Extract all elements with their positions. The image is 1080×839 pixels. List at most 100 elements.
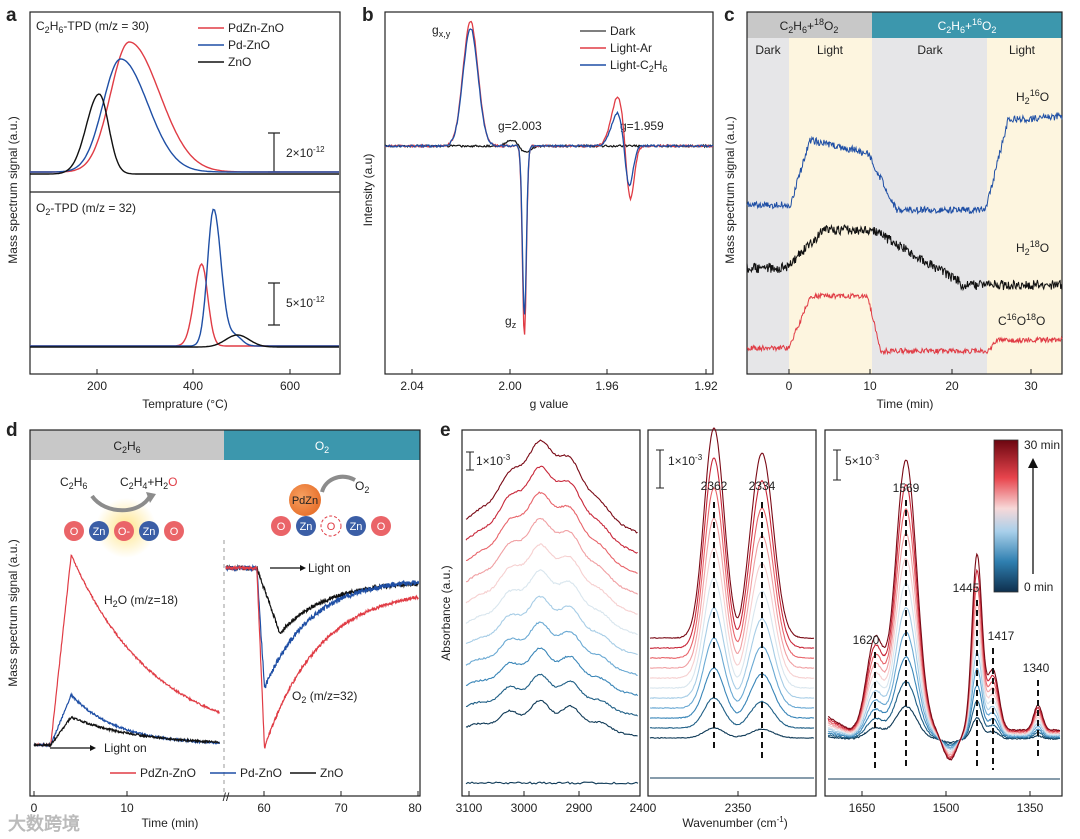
xlabel-d: Time (min)	[142, 816, 199, 830]
curve-d-h2o-pd	[33, 692, 221, 748]
atom-zn-1-label: Zn	[93, 526, 106, 538]
spectrum-e-left-5	[465, 569, 638, 636]
legend-b-1: Light-Ar	[610, 41, 652, 55]
axis-break-d: //	[223, 790, 230, 804]
tick-e-4: 2350	[725, 801, 752, 815]
tick-b-2: 1.96	[595, 379, 619, 393]
tick-d-4: 80	[408, 801, 422, 815]
tick-a-1: 400	[183, 379, 203, 393]
species-c-0: H216O	[1016, 88, 1049, 106]
tick-e-1: 3000	[511, 801, 538, 815]
panel-e-frame-mid	[647, 429, 817, 797]
scale-e-0: 1×10-3	[476, 453, 511, 468]
panel-e-label: e	[440, 420, 451, 441]
colorbar-bottom: 0 min	[1024, 580, 1053, 594]
spectrum-e-mid-10	[649, 427, 815, 639]
spectrum-e-left-3	[465, 621, 638, 677]
ylabel-d: Mass spectrum signal (a.u.)	[6, 539, 20, 686]
atom-zn-2-label: Zn	[143, 526, 156, 538]
species-c-2: C16O18O	[998, 312, 1045, 328]
colorbar-e	[993, 439, 1019, 593]
scale-bar-a-bottom	[268, 282, 280, 326]
legend-a-2: ZnO	[228, 55, 251, 69]
pdzn-label: PdZn	[292, 495, 318, 507]
peak-1620: 1620	[853, 633, 880, 647]
ylabel-c: Mass spectrum signal (a.u.)	[723, 116, 737, 263]
spectrum-e-mid-1	[649, 697, 815, 729]
peak-2334: 2334	[749, 479, 776, 493]
panel-b: b Dark Light-Ar Light-C2H6 gx,y g=2.003 …	[361, 5, 718, 411]
atom-o-3-label: O	[170, 526, 179, 538]
atom-o-2-label: O-	[118, 526, 131, 538]
panel-d-frame	[29, 429, 421, 797]
spectrum-e-right-1	[827, 680, 1061, 745]
spectrum-e-right-10	[827, 459, 1061, 761]
band-c-right	[872, 12, 1062, 38]
tick-b-1: 2.00	[498, 379, 522, 393]
lattice-right-3: Zn	[350, 521, 363, 533]
curve-b-light-c2h6	[384, 28, 714, 315]
band-d-left-label: C2H6	[113, 439, 140, 455]
curve-a-top-pd	[30, 58, 339, 173]
curve-c-h216o	[746, 111, 1063, 215]
region-c-0: Dark	[755, 43, 781, 57]
band-d-right	[224, 430, 420, 460]
scale-a-top: 2×10-12	[286, 145, 325, 160]
colorbar-top: 30 min	[1024, 438, 1060, 452]
tick-c-1: 10	[863, 379, 877, 393]
peak-1569: 1569	[893, 481, 920, 495]
region-c-1: Light	[817, 43, 844, 57]
curve-c-h218o	[746, 223, 1063, 292]
band-c-left	[747, 12, 872, 38]
tick-b-3: 1.92	[694, 379, 718, 393]
spectrum-e-mid-2	[650, 667, 815, 720]
scale-bar-a-top	[268, 132, 280, 173]
band-d-left	[30, 430, 224, 460]
ylabel-e: Absorbance (a.u.)	[439, 565, 453, 660]
legend-a-1: Pd-ZnO	[228, 38, 270, 52]
panel-c: c C2H6+18O2 C2H6+16O2 Dark Light Dark Li…	[723, 5, 1063, 411]
pdzn-particle	[289, 484, 321, 516]
spectrum-e-left-6	[465, 543, 638, 615]
curve-a-bottom-zno	[30, 334, 339, 348]
tick-e-7: 1350	[1017, 801, 1044, 815]
atom-o-1	[64, 521, 84, 541]
atom-o-3	[164, 521, 184, 541]
ylabel-b: Intensity (a.u)	[361, 154, 375, 227]
panel-a-bottom-title: O2-TPD (m/z = 32)	[36, 201, 136, 217]
atom-zn-1	[89, 521, 109, 541]
spectrum-e-mid-4	[649, 607, 815, 700]
panel-d-label: d	[6, 420, 18, 441]
legend-d-0: PdZn-ZnO	[140, 766, 196, 780]
tick-d-0: 0	[31, 801, 38, 815]
band-c-right-label: C2H6+16O2	[938, 17, 997, 35]
tick-e-6: 1500	[933, 801, 960, 815]
spectrum-e-left-4	[465, 595, 638, 656]
spectrum-e-mid-0	[649, 727, 815, 739]
lattice-right-1: Zn	[300, 521, 313, 533]
spectrum-e-left-7	[465, 517, 638, 595]
spectrum-e-right-6	[827, 558, 1061, 754]
legend-b-0: Dark	[610, 24, 636, 38]
lattice-right-4: O	[377, 521, 386, 533]
tick-d-2: 60	[257, 801, 271, 815]
e-spectra	[465, 427, 1061, 785]
curve-a-top-zno	[30, 93, 339, 175]
scale-a-bottom: 5×10-12	[286, 295, 325, 310]
spectrum-e-mid-8	[649, 486, 815, 660]
tick-a-0: 200	[87, 379, 107, 393]
curve-d-h2o-pdzn	[33, 554, 220, 748]
panel-c-frame	[746, 11, 1063, 375]
tick-a-2: 600	[280, 379, 300, 393]
scale-e-2: 5×10-3	[845, 453, 880, 468]
panel-e: e 1×10-3 1×10-3 5×10-3 2362 2334 1569 14…	[439, 420, 1063, 830]
legend-d-2: ZnO	[320, 766, 343, 780]
lattice-right-2: O	[327, 521, 336, 533]
species-c-1: H218O	[1016, 239, 1049, 257]
tick-c-3: 30	[1024, 379, 1038, 393]
tick-c-2: 20	[945, 379, 959, 393]
curve-d-o2-pdzn	[225, 564, 419, 749]
spectrum-e-mid-7	[649, 516, 815, 669]
xlabel-e: Wavenumber (cm-1)	[682, 815, 787, 830]
